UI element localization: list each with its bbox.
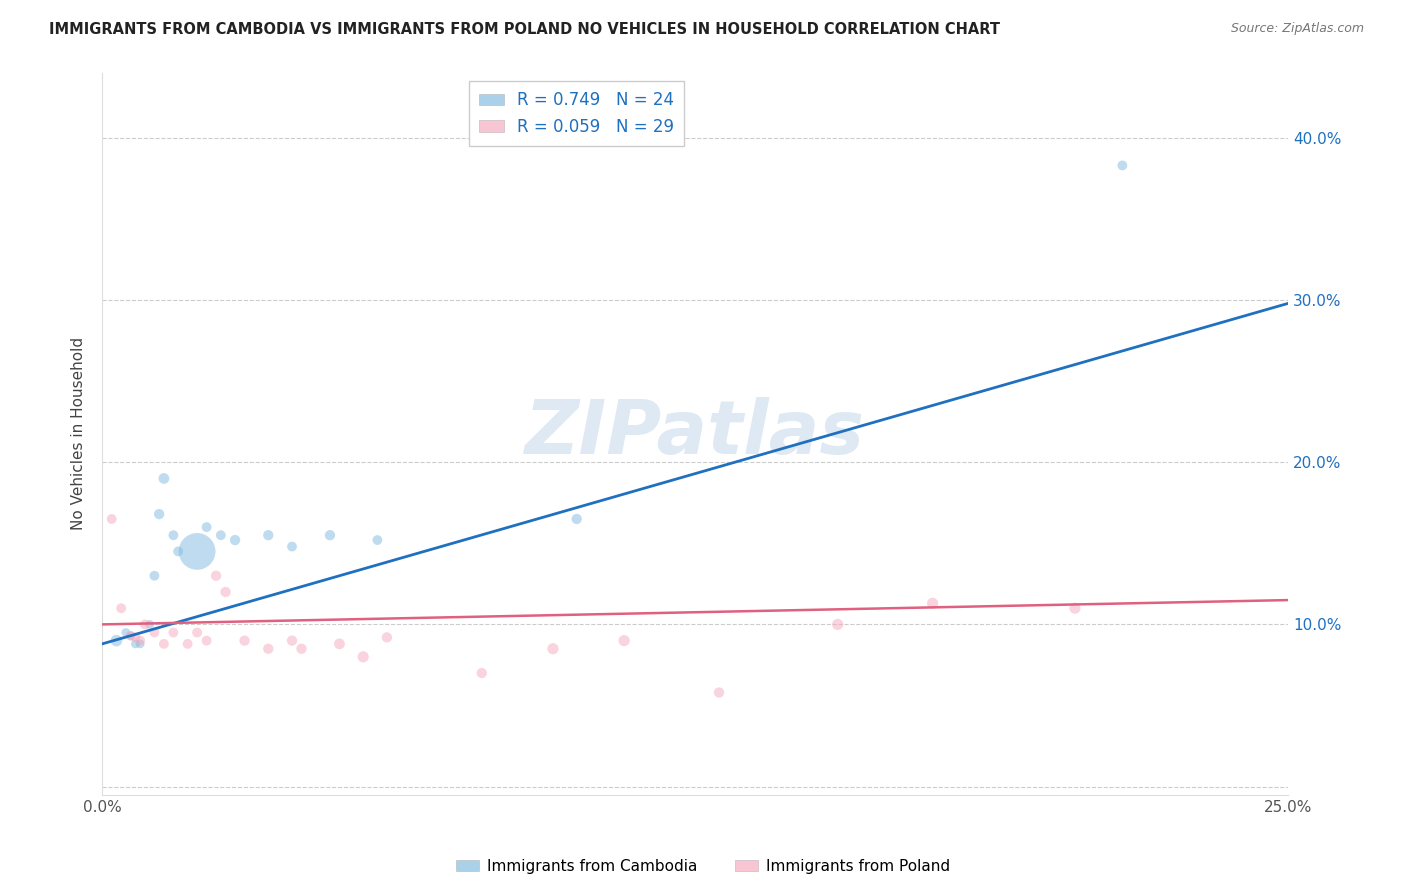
Point [257, 641, 280, 656]
Point [129, 633, 152, 648]
Point [100, 512, 122, 526]
Point [319, 528, 342, 542]
Point [110, 601, 132, 615]
Point [176, 637, 198, 651]
Point [143, 625, 166, 640]
Point [143, 568, 166, 582]
Point [153, 637, 176, 651]
Legend: R = 0.749   N = 24, R = 0.059   N = 29: R = 0.749 N = 24, R = 0.059 N = 29 [470, 81, 685, 145]
Point [290, 641, 312, 656]
Point [565, 512, 588, 526]
Text: ZIPatlas: ZIPatlas [526, 397, 865, 470]
Point [124, 631, 146, 645]
Point [541, 641, 564, 656]
Point [707, 685, 730, 699]
Point [115, 625, 138, 640]
Point [233, 633, 256, 648]
Point [105, 633, 128, 648]
Point [195, 520, 218, 534]
Point [281, 633, 304, 648]
Point [257, 528, 280, 542]
Point [613, 633, 636, 648]
Point [471, 666, 494, 681]
Point [186, 625, 208, 640]
Point [827, 617, 849, 632]
Point [209, 528, 232, 542]
Point [366, 533, 388, 547]
Point [205, 568, 228, 582]
Point [138, 617, 160, 632]
Text: IMMIGRANTS FROM CAMBODIA VS IMMIGRANTS FROM POLAND NO VEHICLES IN HOUSEHOLD CORR: IMMIGRANTS FROM CAMBODIA VS IMMIGRANTS F… [49, 22, 1000, 37]
Point [1064, 601, 1087, 615]
Legend: Immigrants from Cambodia, Immigrants from Poland: Immigrants from Cambodia, Immigrants fro… [450, 853, 956, 880]
Point [195, 633, 218, 648]
Point [162, 625, 184, 640]
Point [162, 528, 184, 542]
Point [134, 617, 156, 632]
Point [167, 544, 190, 558]
Point [186, 544, 208, 558]
Point [224, 533, 246, 547]
Point [1111, 158, 1133, 172]
Point [129, 637, 152, 651]
Point [352, 649, 374, 664]
Text: Source: ZipAtlas.com: Source: ZipAtlas.com [1230, 22, 1364, 36]
Point [328, 637, 350, 651]
Point [120, 629, 142, 643]
Point [214, 585, 236, 599]
Point [120, 629, 142, 643]
Point [148, 507, 170, 521]
Point [375, 631, 398, 645]
Point [153, 471, 176, 485]
Point [921, 596, 943, 610]
Y-axis label: No Vehicles in Household: No Vehicles in Household [72, 337, 86, 531]
Point [124, 637, 146, 651]
Point [281, 540, 304, 554]
